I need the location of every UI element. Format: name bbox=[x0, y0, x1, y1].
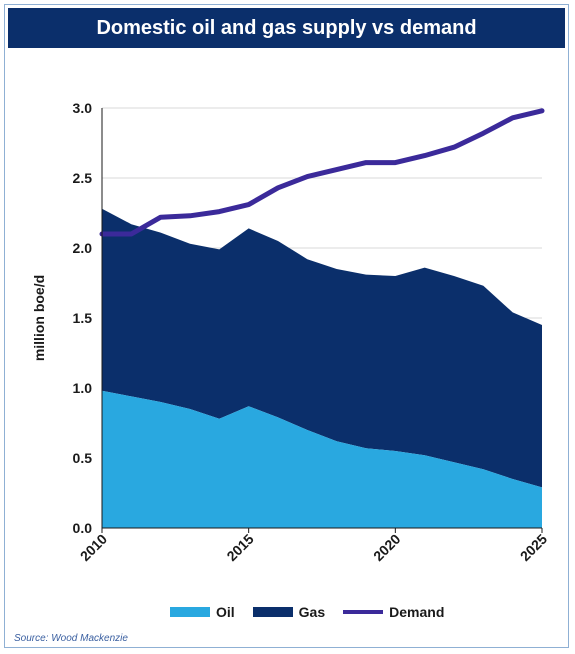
legend-label-oil: Oil bbox=[216, 604, 235, 620]
legend-item-oil: Oil bbox=[170, 604, 235, 620]
y-tick-label: 1.0 bbox=[73, 380, 93, 396]
axes bbox=[101, 108, 543, 533]
legend-item-gas: Gas bbox=[252, 604, 326, 620]
y-tick-label: 2.5 bbox=[73, 170, 93, 186]
legend-swatch-gas bbox=[252, 607, 293, 617]
legend: Oil Gas Demand bbox=[170, 604, 444, 620]
line-layers bbox=[99, 108, 545, 237]
oil-area bbox=[102, 390, 542, 528]
x-tick-label: 2025 bbox=[517, 531, 550, 564]
area-layers bbox=[102, 208, 542, 528]
y-tick-label: 1.5 bbox=[73, 310, 93, 326]
y-tick-label: 0.0 bbox=[73, 520, 93, 536]
legend-label-demand: Demand bbox=[389, 604, 445, 620]
y-tick-label: 3.0 bbox=[73, 100, 93, 116]
y-axis-label: million boe/d bbox=[31, 275, 47, 361]
gas-area bbox=[102, 208, 542, 488]
chart-title: Domestic oil and gas supply vs demand bbox=[8, 8, 565, 48]
x-tick-labels: 2010 2015 2020 2025 bbox=[77, 531, 550, 564]
legend-item-demand: Demand bbox=[343, 604, 444, 620]
legend-label-gas: Gas bbox=[298, 604, 326, 620]
y-tick-labels: 0.0 0.5 1.0 1.5 2.0 2.5 3.0 bbox=[73, 100, 93, 536]
x-tick-label: 2020 bbox=[370, 531, 403, 564]
y-tick-label: 2.0 bbox=[73, 240, 93, 256]
legend-swatch-demand bbox=[343, 610, 384, 614]
legend-swatch-oil bbox=[170, 607, 210, 617]
y-tick-label: 0.5 bbox=[73, 450, 93, 466]
x-tick-label: 2015 bbox=[223, 531, 256, 564]
demand-line bbox=[99, 108, 545, 237]
source-note: Source: Wood Mackenzie bbox=[14, 633, 128, 644]
